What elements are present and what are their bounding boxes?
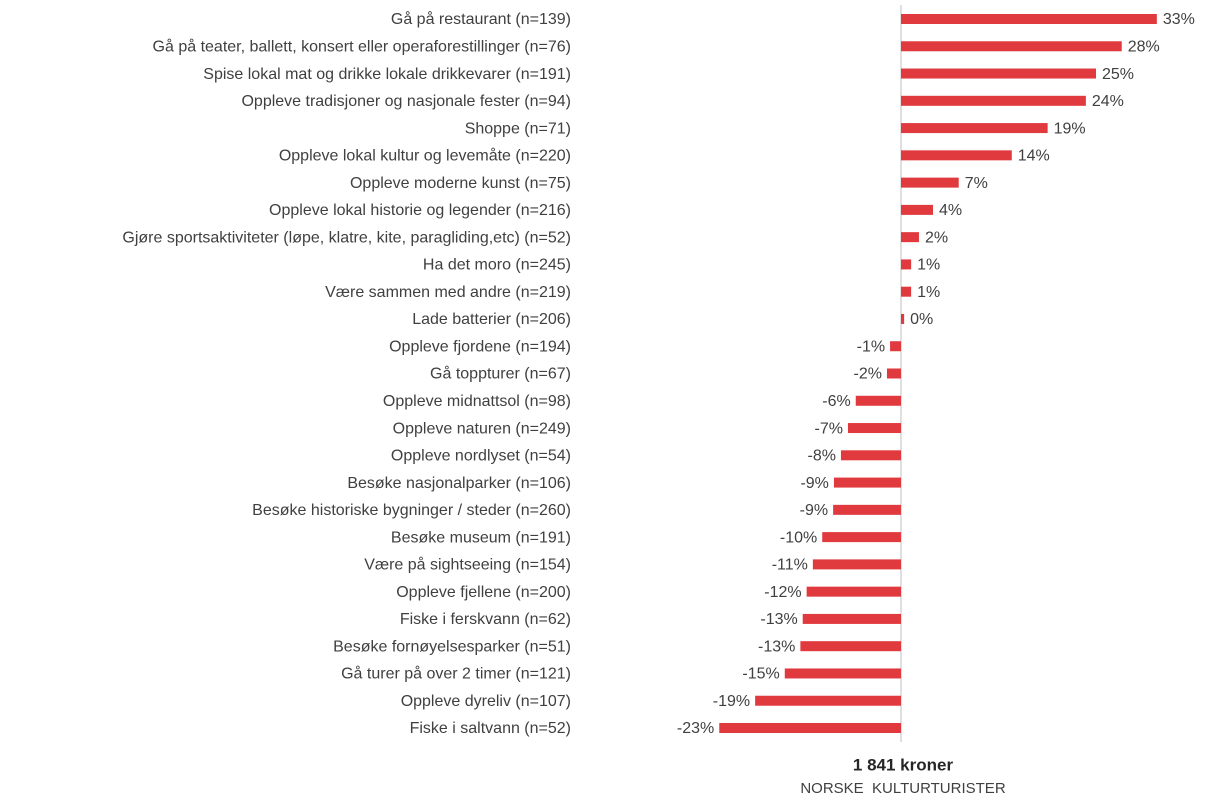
bar bbox=[901, 14, 1157, 24]
bar bbox=[806, 586, 901, 597]
bar bbox=[901, 232, 919, 243]
bar bbox=[901, 95, 1086, 106]
value-label: 0% bbox=[910, 311, 933, 328]
category-label: Besøke nasjonalparker (n=106) bbox=[347, 475, 571, 492]
category-label: Besøke fornøyelsesparker (n=51) bbox=[333, 638, 571, 655]
category-label: Oppleve tradisjoner og nasjonale fester … bbox=[241, 93, 571, 110]
category-label: Gå på teater, ballett, konsert eller ope… bbox=[153, 37, 571, 55]
value-label: -13% bbox=[760, 611, 797, 628]
value-label: -7% bbox=[815, 420, 843, 437]
value-label: -23% bbox=[677, 720, 714, 737]
value-label: 14% bbox=[1018, 148, 1050, 165]
bar bbox=[719, 723, 901, 733]
bar bbox=[901, 123, 1048, 134]
value-label: 1% bbox=[917, 257, 940, 274]
value-label: -1% bbox=[857, 338, 885, 355]
value-label: -9% bbox=[800, 502, 828, 519]
value-label: 25% bbox=[1102, 66, 1134, 83]
category-label: Besøke museum (n=191) bbox=[391, 529, 571, 546]
bar bbox=[784, 668, 901, 679]
bar bbox=[886, 368, 901, 379]
category-label: Være sammen med andre (n=219) bbox=[325, 284, 571, 301]
category-label: Lade batterier (n=206) bbox=[412, 311, 571, 328]
x-axis-subtitle: NORSKE KULTURTURISTER bbox=[800, 780, 1005, 797]
category-label: Oppleve lokal historie og legender (n=21… bbox=[269, 202, 571, 219]
bar bbox=[901, 204, 933, 215]
category-label: Oppleve dyreliv (n=107) bbox=[401, 693, 571, 710]
value-label: 1% bbox=[917, 284, 940, 301]
bar bbox=[855, 395, 901, 406]
value-label: -10% bbox=[780, 529, 817, 546]
value-label: 24% bbox=[1092, 93, 1124, 110]
value-label: -8% bbox=[807, 448, 835, 465]
bar bbox=[901, 68, 1096, 79]
category-label: Oppleve lokal kultur og levemåte (n=220) bbox=[279, 147, 571, 165]
category-label: Gjøre sportsaktiviteter (løpe, klatre, k… bbox=[122, 229, 571, 246]
value-label: 33% bbox=[1163, 11, 1195, 28]
category-label: Oppleve fjellene (n=200) bbox=[396, 584, 571, 601]
value-label: -2% bbox=[854, 366, 882, 383]
category-label: Oppleve moderne kunst (n=75) bbox=[350, 175, 571, 192]
bar bbox=[890, 341, 901, 352]
value-label: -9% bbox=[800, 475, 828, 492]
bar bbox=[901, 150, 1012, 161]
bar bbox=[901, 177, 959, 188]
bar bbox=[822, 532, 901, 543]
value-label: -15% bbox=[742, 666, 779, 683]
category-label: Gå toppturer (n=67) bbox=[430, 365, 571, 383]
category-label: Ha det moro (n=245) bbox=[423, 257, 571, 274]
x-axis-title: 1 841 kroner bbox=[853, 755, 954, 774]
bar bbox=[833, 477, 901, 488]
category-label: Gå turer på over 2 timer (n=121) bbox=[341, 665, 571, 683]
bar bbox=[802, 613, 901, 624]
value-label: -6% bbox=[822, 393, 850, 410]
bar bbox=[901, 259, 912, 270]
bar bbox=[901, 41, 1122, 52]
bar bbox=[840, 450, 901, 461]
category-label: Være på sightseeing (n=154) bbox=[364, 556, 571, 574]
value-label: -19% bbox=[713, 693, 750, 710]
category-label: Oppleve nordlyset (n=54) bbox=[391, 448, 571, 465]
value-label: 19% bbox=[1054, 120, 1086, 137]
value-label: -12% bbox=[764, 584, 801, 601]
category-label: Oppleve fjordene (n=194) bbox=[389, 338, 571, 355]
category-label: Besøke historiske bygninger / steder (n=… bbox=[252, 502, 571, 519]
value-label: 2% bbox=[925, 229, 948, 246]
value-label: -13% bbox=[758, 638, 795, 655]
category-label: Oppleve naturen (n=249) bbox=[393, 420, 571, 437]
value-label: 28% bbox=[1128, 38, 1160, 55]
bar bbox=[833, 504, 901, 515]
category-label: Fiske i saltvann (n=52) bbox=[410, 720, 571, 737]
value-label: 7% bbox=[965, 175, 988, 192]
value-label: -11% bbox=[772, 557, 808, 574]
category-label: Spise lokal mat og drikke lokale drikkev… bbox=[203, 66, 571, 83]
value-label: 4% bbox=[939, 202, 962, 219]
category-label: Fiske i ferskvann (n=62) bbox=[400, 611, 571, 628]
category-label: Gå på restaurant (n=139) bbox=[391, 10, 571, 28]
bar bbox=[812, 559, 901, 570]
bar bbox=[847, 423, 901, 434]
category-label: Oppleve midnattsol (n=98) bbox=[383, 393, 571, 410]
bar bbox=[800, 641, 901, 652]
bar bbox=[901, 286, 912, 297]
bar bbox=[755, 695, 901, 706]
bar bbox=[901, 313, 905, 324]
category-label: Shoppe (n=71) bbox=[465, 120, 571, 137]
